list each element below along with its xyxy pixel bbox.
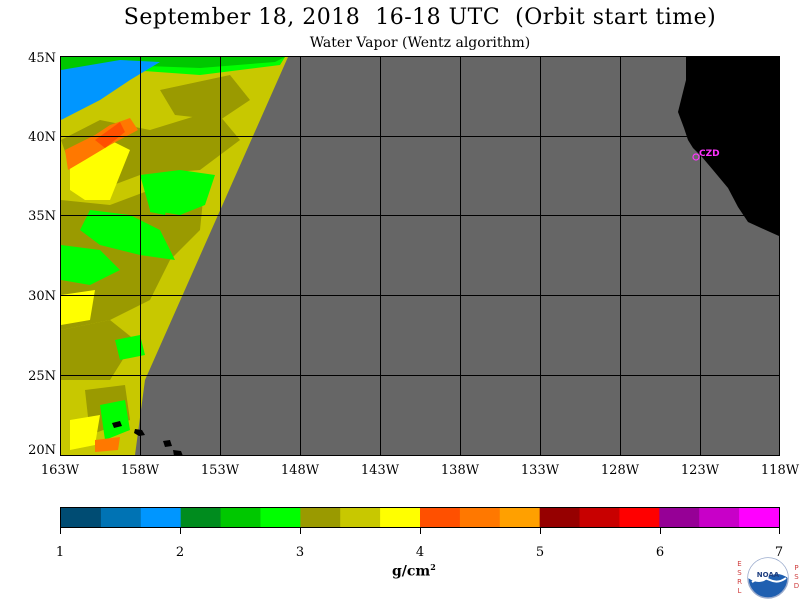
colorbar-swatch [659, 508, 700, 527]
colorbar-tick-label: 2 [176, 545, 184, 560]
latitude-axis: 45N 40N 35N 30N 25N 20N [28, 51, 56, 458]
lon-tick-label: 163W [41, 463, 80, 478]
colorbar-ticks [60, 528, 780, 534]
lat-tick-label: 35N [28, 209, 56, 224]
map-grid [61, 57, 779, 455]
longitude-axis: 163W 158W 153W 148W 143W 138W 133W 128W … [41, 463, 800, 478]
colorbar-swatch [100, 508, 142, 527]
colorbar-swatch [579, 508, 620, 527]
noaa-badge-text: NOAA [757, 571, 780, 579]
lon-tick-label: 138W [441, 463, 480, 478]
colorbar-tick-label: 6 [656, 545, 664, 560]
colorbar-swatch [340, 508, 381, 527]
hawaii-island-big [173, 450, 183, 455]
psd-letters: PSD [793, 564, 800, 590]
noaa-emblem-icon: NOAA [747, 557, 789, 599]
lat-tick-label: 30N [28, 289, 56, 304]
units-exponent: 2 [430, 562, 436, 572]
station-marker [692, 153, 700, 161]
colorbar-swatch [699, 508, 740, 527]
colorbar-frame [60, 507, 780, 528]
colorbar-swatch [140, 508, 182, 527]
hawaii-island-maui [163, 440, 172, 447]
lat-tick-label: 45N [28, 51, 56, 66]
map-title: September 18, 2018 16-18 UTC (Orbit star… [123, 5, 717, 30]
colorbar-units: g/cm2 [392, 562, 436, 580]
map-frame [60, 56, 780, 456]
data-swath [61, 57, 288, 455]
lon-tick-label: 128W [601, 463, 640, 478]
colorbar-swatch [499, 508, 541, 527]
lon-tick-label: 133W [521, 463, 560, 478]
colorbar-swatch [739, 508, 780, 527]
hawaii-island-oahu [134, 429, 145, 436]
colorbar-swatch [420, 508, 461, 527]
lat-tick-label: 40N [28, 130, 56, 145]
lon-tick-label: 153W [201, 463, 240, 478]
hawaii-island-kauai [112, 421, 122, 428]
colorbar-tick-label: 3 [296, 545, 304, 560]
lat-tick-label: 25N [28, 369, 56, 384]
colorbar-swatch [260, 508, 301, 527]
station-label: CZD [699, 149, 720, 159]
colorbar-swatch [300, 508, 341, 527]
north-america-land [678, 57, 779, 236]
colorbar-tick-label: 5 [536, 545, 544, 560]
colorbar-swatch [61, 508, 102, 527]
colorbar-swatch [459, 508, 501, 527]
lon-tick-label: 158W [121, 463, 160, 478]
esrl-letters: ESRL [737, 560, 742, 595]
colorbar-swatch [380, 508, 421, 527]
colorbar-labels: 1 2 3 4 5 6 7 [56, 545, 783, 560]
colorbar-tick-label: 7 [775, 545, 783, 560]
lon-tick-label: 143W [361, 463, 400, 478]
colorbar-swatch [539, 508, 581, 527]
colorbar-tick-label: 1 [56, 545, 64, 560]
lon-tick-label: 148W [281, 463, 320, 478]
colorbar [61, 508, 780, 527]
colorbar-tick-label: 4 [416, 545, 424, 560]
colorbar-swatch [180, 508, 222, 527]
colorbar-swatch [619, 508, 660, 527]
lon-tick-label: 123W [681, 463, 720, 478]
units-base: g/cm [392, 563, 431, 580]
map-subtitle: Water Vapor (Wentz algorithm) [309, 35, 531, 51]
colorbar-swatch [220, 508, 261, 527]
lat-tick-label: 20N [28, 443, 56, 458]
lon-tick-label: 118W [761, 463, 800, 478]
noaa-logo: ESRL NOAA PSD [736, 556, 800, 600]
